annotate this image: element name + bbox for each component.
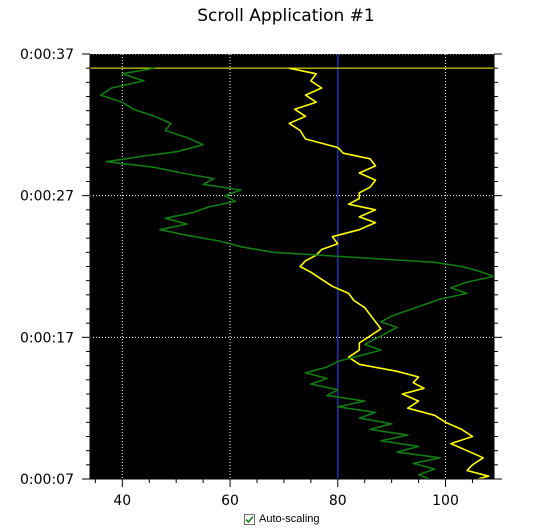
tick-labels: 40 60 80 100 0:00:37 0:00:27 0:00:17 0:00:07 — [20, 47, 459, 509]
auto-scaling-checkbox[interactable] — [244, 513, 255, 525]
y-tick-label: 0:00:27 — [20, 189, 74, 205]
series-line-1 — [100, 67, 495, 480]
y-tick-label: 0:00:17 — [20, 330, 74, 346]
checkmark-icon — [245, 515, 254, 523]
y-tick-label: 0:00:07 — [20, 472, 74, 488]
x-tick-label: 80 — [329, 493, 347, 509]
chart-title: Scroll Application #1 — [197, 6, 374, 26]
series-layer — [100, 67, 495, 480]
y-tick-label: 0:00:37 — [20, 47, 74, 63]
auto-scaling-toggle[interactable]: Auto-scaling — [244, 511, 320, 527]
series-line-0 — [288, 67, 490, 480]
x-tick-label: 100 — [432, 493, 459, 509]
x-tick-label: 60 — [221, 493, 239, 509]
auto-scaling-label: Auto-scaling — [259, 513, 320, 525]
x-tick-label: 40 — [113, 493, 131, 509]
axes — [82, 53, 502, 487]
